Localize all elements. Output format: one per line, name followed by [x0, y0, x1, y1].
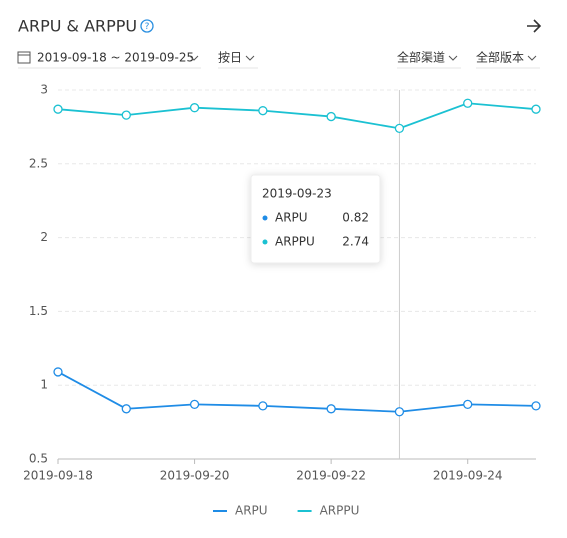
y-tick-label: 2.5	[29, 156, 48, 170]
tooltip: 2019-09-23 ARPU 0.82 ARPPU 2.74	[250, 174, 381, 264]
data-point	[326, 404, 336, 414]
tooltip-box	[250, 174, 381, 264]
tooltip-title: 2019-09-23	[262, 187, 332, 201]
y-tick-label: 1	[40, 378, 48, 392]
legend-label: ARPPU	[320, 504, 360, 518]
card-title: ARPU & ARPPU	[18, 17, 137, 36]
data-point	[531, 401, 541, 411]
legend-item[interactable]: ARPU	[213, 504, 268, 518]
x-tick-label: 2019-09-22	[296, 469, 366, 483]
series-line	[57, 102, 537, 130]
svg-text:?: ?	[145, 22, 150, 32]
channel-select[interactable]: 全部渠道	[397, 50, 461, 69]
legend-item[interactable]: ARPPU	[297, 504, 360, 518]
x-tick-label: 2019-09-24	[433, 469, 503, 483]
date-picker[interactable]: 2019-09-18 ~ 2019-09-25	[17, 51, 201, 69]
x-tick-label: 2019-09-20	[160, 469, 230, 483]
date-range: 2019-09-18 ~ 2019-09-25	[37, 51, 194, 65]
data-point	[189, 399, 200, 410]
data-point	[394, 123, 405, 134]
data-point	[258, 106, 268, 116]
data-point	[394, 407, 405, 417]
legend-label: ARPU	[235, 504, 268, 518]
tooltip-value: 0.82	[342, 211, 369, 225]
y-tick-label: 3	[40, 83, 48, 97]
tooltip-value: 2.74	[342, 235, 369, 249]
tooltip-name: ARPPU	[275, 235, 315, 249]
data-point	[121, 110, 131, 120]
data-point	[258, 401, 268, 411]
tooltip-dot	[262, 215, 268, 221]
series-line	[57, 371, 537, 413]
data-point	[53, 367, 63, 377]
y-tick-label: 2	[40, 230, 48, 244]
tooltip-dot	[262, 239, 268, 245]
x-tick-label: 2019-09-18	[23, 469, 93, 483]
data-point	[463, 399, 473, 410]
data-point	[326, 111, 336, 122]
tooltip-name: ARPU	[275, 211, 308, 225]
version: 全部版本	[476, 50, 524, 65]
y-tick-label: 1.5	[29, 304, 48, 318]
help-icon[interactable]: ?	[140, 19, 154, 33]
data-point	[463, 98, 473, 108]
data-point	[189, 103, 200, 113]
data-point	[53, 104, 63, 114]
data-point	[531, 104, 541, 114]
granularity: 按日	[218, 51, 242, 65]
data-point	[121, 404, 131, 414]
channel: 全部渠道	[397, 50, 445, 65]
y-tick-label: 0.5	[29, 452, 48, 466]
granularity-select[interactable]: 按日	[218, 51, 258, 69]
version-select[interactable]: 全部版本	[476, 50, 540, 69]
open-arrow[interactable]	[527, 19, 542, 33]
